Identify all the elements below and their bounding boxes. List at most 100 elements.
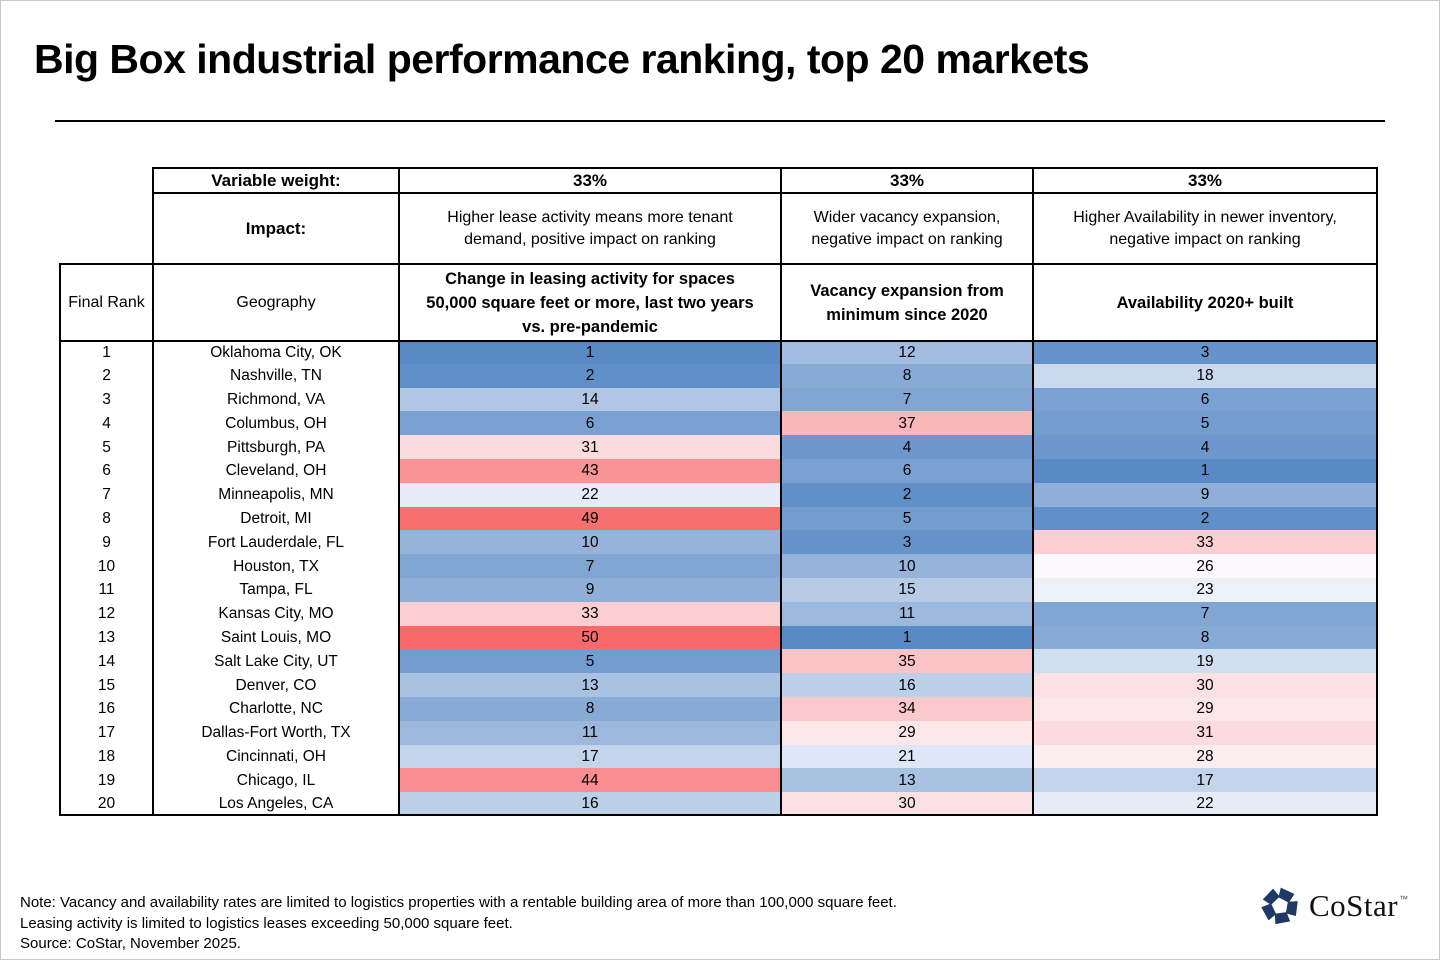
- metric-leasing-header: Change in leasing activity for spaces 50…: [398, 263, 780, 340]
- leasing-rank-cell: 33: [398, 601, 780, 626]
- footnote-line: Leasing activity is limited to logistics…: [20, 914, 513, 932]
- leasing-rank-cell: 44: [398, 768, 780, 793]
- availability-rank-cell: 3: [1032, 340, 1378, 364]
- geography-cell: Nashville, TN: [152, 363, 398, 388]
- impact-label: Impact:: [152, 192, 398, 263]
- geography-cell: Oklahoma City, OK: [152, 340, 398, 364]
- costar-logo: CoStar™: [1260, 886, 1409, 926]
- trademark-symbol: ™: [1399, 894, 1409, 904]
- geography-cell: Charlotte, NC: [152, 696, 398, 721]
- vacancy-rank-cell: 10: [780, 554, 1032, 578]
- footnotes: Note: Vacancy and availability rates are…: [20, 893, 1120, 955]
- vacancy-rank-cell: 12: [780, 340, 1032, 364]
- final-rank-cell: 15: [59, 673, 152, 697]
- costar-pinwheel-icon: [1261, 887, 1298, 925]
- final-rank-cell: 11: [59, 577, 152, 602]
- availability-rank-cell: 18: [1032, 363, 1378, 388]
- final-rank-cell: 20: [59, 792, 152, 816]
- availability-rank-cell: 7: [1032, 601, 1378, 626]
- final-rank-cell: 1: [59, 340, 152, 364]
- vacancy-rank-cell: 8: [780, 363, 1032, 388]
- final-rank-cell: 17: [59, 720, 152, 745]
- vacancy-rank-cell: 16: [780, 673, 1032, 697]
- availability-rank-cell: 19: [1032, 649, 1378, 674]
- metric-availability-header: Availability 2020+ built: [1032, 263, 1378, 340]
- weight-leasing: 33%: [398, 167, 780, 192]
- geography-cell: Chicago, IL: [152, 768, 398, 793]
- vacancy-rank-cell: 29: [780, 720, 1032, 745]
- geography-cell: Tampa, FL: [152, 577, 398, 602]
- vacancy-rank-cell: 7: [780, 387, 1032, 412]
- weight-availability: 33%: [1032, 167, 1378, 192]
- title-divider: [55, 120, 1385, 122]
- final-rank-cell: 4: [59, 411, 152, 436]
- vacancy-rank-cell: 1: [780, 625, 1032, 650]
- vacancy-rank-cell: 2: [780, 482, 1032, 507]
- costar-wordmark: CoStar™: [1309, 888, 1409, 923]
- final-rank-cell: 19: [59, 768, 152, 793]
- availability-rank-cell: 2: [1032, 506, 1378, 531]
- vacancy-rank-cell: 4: [780, 435, 1032, 459]
- availability-rank-cell: 4: [1032, 435, 1378, 459]
- availability-rank-cell: 8: [1032, 625, 1378, 650]
- geography-cell: Denver, CO: [152, 673, 398, 697]
- impact-availability: Higher Availability in newer inventory, …: [1032, 192, 1378, 263]
- impact-leasing: Higher lease activity means more tenant …: [398, 192, 780, 263]
- geography-cell: Fort Lauderdale, FL: [152, 530, 398, 555]
- availability-rank-cell: 33: [1032, 530, 1378, 555]
- final-rank-cell: 7: [59, 482, 152, 507]
- vacancy-rank-cell: 30: [780, 792, 1032, 816]
- leasing-rank-cell: 17: [398, 744, 780, 769]
- availability-rank-cell: 5: [1032, 411, 1378, 436]
- availability-rank-cell: 22: [1032, 792, 1378, 816]
- leasing-rank-cell: 13: [398, 673, 780, 697]
- variable-weight-label: Variable weight:: [152, 167, 398, 192]
- leasing-rank-cell: 11: [398, 720, 780, 745]
- metric-vacancy-header: Vacancy expansion from minimum since 202…: [780, 263, 1032, 340]
- leasing-rank-cell: 9: [398, 577, 780, 602]
- availability-rank-cell: 31: [1032, 720, 1378, 745]
- geography-cell: Cincinnati, OH: [152, 744, 398, 769]
- vacancy-rank-cell: 6: [780, 458, 1032, 483]
- final-rank-cell: 8: [59, 506, 152, 531]
- weight-vacancy: 33%: [780, 167, 1032, 192]
- leasing-rank-cell: 2: [398, 363, 780, 388]
- geography-cell: Pittsburgh, PA: [152, 435, 398, 459]
- vacancy-rank-cell: 11: [780, 601, 1032, 626]
- availability-rank-cell: 6: [1032, 387, 1378, 412]
- final-rank-cell: 6: [59, 458, 152, 483]
- vacancy-rank-cell: 37: [780, 411, 1032, 436]
- ranking-table: Variable weight: 33% 33% 33% Impact: Hig…: [59, 167, 1378, 816]
- leasing-rank-cell: 6: [398, 411, 780, 436]
- leasing-rank-cell: 5: [398, 649, 780, 674]
- availability-rank-cell: 30: [1032, 673, 1378, 697]
- geography-cell: Los Angeles, CA: [152, 792, 398, 816]
- geography-cell: Detroit, MI: [152, 506, 398, 531]
- geography-cell: Kansas City, MO: [152, 601, 398, 626]
- page-title: Big Box industrial performance ranking, …: [34, 36, 1090, 82]
- leasing-rank-cell: 8: [398, 696, 780, 721]
- final-rank-cell: 5: [59, 435, 152, 459]
- final-rank-cell: 13: [59, 625, 152, 650]
- geography-cell: Columbus, OH: [152, 411, 398, 436]
- vacancy-rank-cell: 5: [780, 506, 1032, 531]
- final-rank-cell: 9: [59, 530, 152, 555]
- leasing-rank-cell: 22: [398, 482, 780, 507]
- leasing-rank-cell: 10: [398, 530, 780, 555]
- leasing-rank-cell: 1: [398, 340, 780, 364]
- final-rank-cell: 16: [59, 696, 152, 721]
- final-rank-cell: 18: [59, 744, 152, 769]
- availability-rank-cell: 28: [1032, 744, 1378, 769]
- source-line: Source: CoStar, November 2025.: [20, 935, 241, 952]
- geography-cell: Minneapolis, MN: [152, 482, 398, 507]
- leasing-rank-cell: 49: [398, 506, 780, 531]
- final-rank-cell: 10: [59, 554, 152, 578]
- geography-cell: Dallas-Fort Worth, TX: [152, 720, 398, 745]
- geography-cell: Cleveland, OH: [152, 458, 398, 483]
- vacancy-rank-cell: 13: [780, 768, 1032, 793]
- final-rank-cell: 14: [59, 649, 152, 674]
- vacancy-rank-cell: 35: [780, 649, 1032, 674]
- final-rank-header: Final Rank: [59, 263, 152, 340]
- leasing-rank-cell: 7: [398, 554, 780, 578]
- impact-vacancy: Wider vacancy expansion, negative impact…: [780, 192, 1032, 263]
